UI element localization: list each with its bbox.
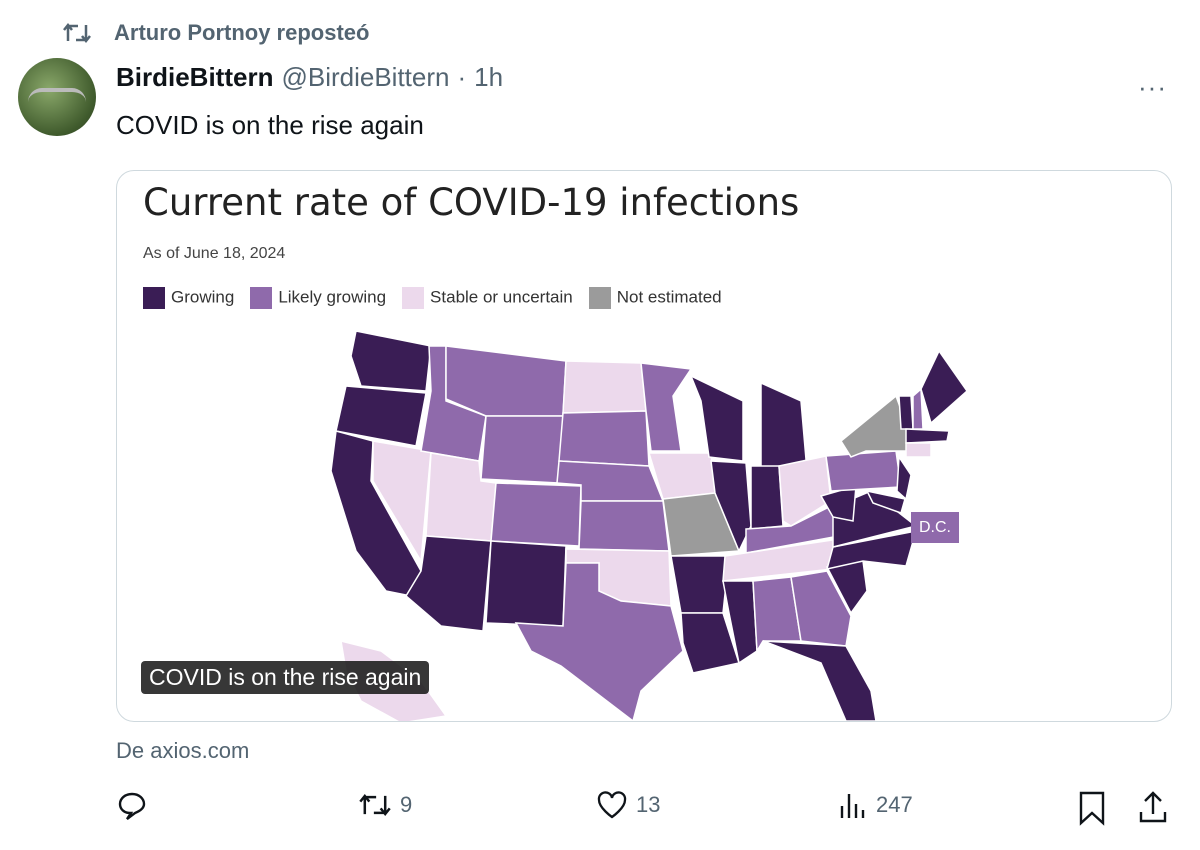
bookmark-button[interactable] [1078,790,1106,826]
repost-banner[interactable]: Arturo Portnoy reposteó [62,20,369,46]
views-count: 247 [876,792,913,817]
state-oh [778,455,832,527]
reply-button[interactable] [116,790,148,822]
state-tx [514,562,684,721]
state-sd [558,410,650,467]
state-pa [825,450,902,492]
legend-swatch [250,287,273,309]
state-ar [670,555,730,614]
state-vt [898,395,914,430]
state-or [335,385,427,447]
state-ks [578,500,670,552]
legend-item: Stable or uncertain [402,287,573,309]
like-count: 13 [636,792,661,817]
state-al [752,576,802,654]
legend-label: Stable or uncertain [430,287,573,307]
state-ct [905,442,932,458]
state-me [920,349,968,425]
legend-item: Growing [143,287,234,309]
more-options-button[interactable]: ··· [1138,72,1167,102]
us-map [330,330,968,721]
media-card[interactable]: Current rate of COVID-19 infections As o… [116,170,1172,722]
bookmark-icon [1079,791,1105,826]
handle[interactable]: @BirdieBittern [281,62,450,92]
display-name[interactable]: BirdieBittern [116,62,274,92]
legend-swatch [143,287,165,309]
like-button[interactable]: 13 [596,790,660,820]
separator: · [457,62,467,92]
share-icon [1139,791,1167,823]
retweet-icon [359,793,391,817]
state-nd [562,360,647,414]
retweet-count: 9 [400,792,413,817]
state-nm [485,540,567,627]
state-mi [760,381,808,472]
repost-icon [63,22,91,44]
tweet-text: COVID is on the rise again [116,110,424,140]
legend-item: Not estimated [588,287,722,309]
state-md [865,489,906,514]
legend-label: Not estimated [616,287,722,307]
map-title: Current rate of COVID-19 infections [143,181,800,224]
state-mo [662,492,741,557]
share-button[interactable] [1138,790,1168,824]
state-ma [905,428,950,444]
image-caption: COVID is on the rise again [141,661,430,694]
state-ga [790,570,852,647]
map-date: As of June 18, 2024 [143,245,286,262]
state-wy [480,415,564,484]
state-wi [689,374,744,462]
reply-icon [118,792,146,820]
state-mt [445,345,567,417]
legend-swatch [402,287,425,309]
state-in [750,465,784,530]
avatar[interactable] [18,58,96,136]
state-fl [762,640,877,721]
map-legend: Growing Likely growing Stable or uncertain… [143,287,722,309]
views-button[interactable]: 247 [838,790,913,820]
legend-item: Likely growing [250,287,386,309]
views-icon [840,794,865,818]
state-ny [840,394,918,458]
state-nj [896,454,912,501]
timestamp[interactable]: 1h [474,62,504,92]
retweet-button[interactable]: 9 [358,790,412,820]
tweet-header: BirdieBittern @BirdieBittern · 1h [116,62,503,93]
heart-icon [597,791,627,819]
state-co [490,482,582,547]
state-il [710,460,752,553]
state-nv [372,440,432,564]
dc-label: D.C. [911,512,959,543]
card-source[interactable]: De axios.com [116,738,250,763]
state-ms [722,580,758,665]
state-nh [912,387,924,430]
state-la [680,612,740,674]
legend-label: Likely growing [278,287,387,307]
state-wa [350,330,432,392]
state-nc [825,530,918,571]
legend-label: Growing [171,287,235,307]
legend-swatch [588,287,611,309]
repost-label: Arturo Portnoy reposteó [114,20,370,45]
state-mn [640,362,693,452]
